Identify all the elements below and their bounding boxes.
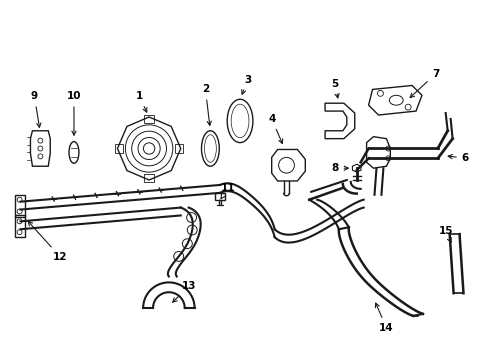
- Text: 3: 3: [242, 75, 251, 94]
- Text: 9: 9: [31, 91, 41, 127]
- Text: 6: 6: [448, 153, 469, 163]
- Text: 7: 7: [410, 69, 440, 98]
- Text: 12: 12: [28, 221, 67, 262]
- Text: 14: 14: [375, 303, 393, 333]
- Text: 11: 11: [221, 183, 235, 199]
- Text: 2: 2: [202, 84, 211, 125]
- Text: 8: 8: [331, 163, 348, 173]
- Text: 4: 4: [268, 114, 283, 144]
- Text: 1: 1: [136, 91, 147, 112]
- Text: 10: 10: [67, 91, 81, 135]
- Text: 13: 13: [172, 281, 196, 302]
- Text: 15: 15: [439, 226, 453, 242]
- Text: 5: 5: [331, 78, 339, 98]
